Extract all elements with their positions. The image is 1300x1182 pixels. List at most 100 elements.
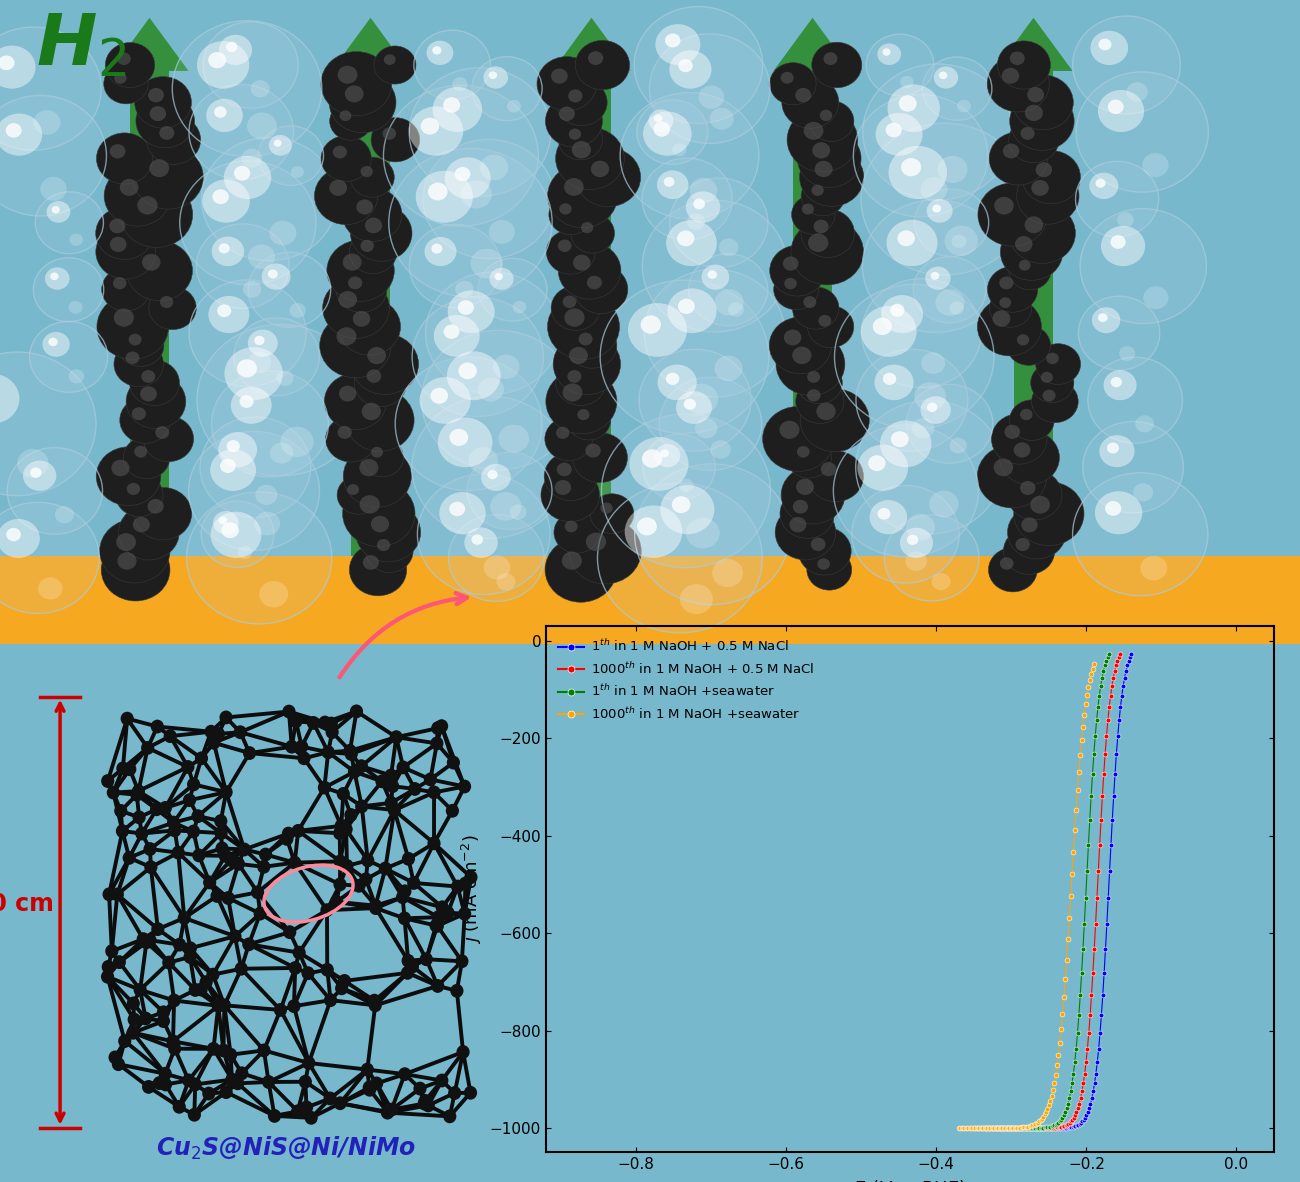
Circle shape (225, 853, 238, 868)
Circle shape (677, 299, 694, 314)
Circle shape (458, 780, 471, 793)
Circle shape (546, 229, 595, 274)
Circle shape (355, 759, 368, 773)
Circle shape (438, 417, 493, 467)
Circle shape (571, 214, 615, 253)
Circle shape (774, 269, 819, 310)
Circle shape (396, 760, 410, 774)
Circle shape (776, 333, 845, 396)
Circle shape (234, 318, 320, 396)
Circle shape (173, 20, 322, 157)
Circle shape (290, 303, 305, 318)
Circle shape (105, 944, 118, 959)
Circle shape (234, 165, 251, 181)
Circle shape (282, 826, 295, 840)
Circle shape (1079, 297, 1160, 370)
Circle shape (281, 832, 294, 846)
Circle shape (507, 99, 521, 112)
Circle shape (906, 384, 993, 463)
Circle shape (142, 370, 155, 383)
Circle shape (1110, 377, 1122, 388)
Circle shape (413, 31, 490, 99)
Circle shape (202, 137, 337, 261)
Circle shape (654, 122, 670, 137)
Circle shape (69, 234, 83, 246)
Circle shape (1101, 226, 1145, 266)
Circle shape (116, 533, 136, 551)
Circle shape (1010, 92, 1074, 150)
Circle shape (798, 527, 852, 576)
Circle shape (920, 177, 948, 202)
Circle shape (430, 736, 443, 751)
Circle shape (118, 505, 179, 560)
Circle shape (1046, 352, 1058, 364)
Circle shape (384, 54, 395, 65)
Circle shape (659, 377, 762, 470)
Circle shape (166, 1034, 179, 1048)
Circle shape (900, 527, 933, 558)
Circle shape (183, 793, 196, 807)
Circle shape (101, 960, 114, 974)
Circle shape (555, 480, 571, 495)
Circle shape (398, 884, 412, 898)
Circle shape (214, 826, 227, 840)
Circle shape (428, 837, 441, 850)
Circle shape (494, 273, 503, 280)
Circle shape (510, 505, 526, 520)
Circle shape (136, 95, 195, 148)
Circle shape (173, 1100, 186, 1113)
Circle shape (365, 530, 413, 572)
Circle shape (200, 417, 311, 518)
Circle shape (351, 206, 412, 261)
Circle shape (1014, 442, 1031, 457)
Circle shape (728, 303, 744, 317)
Circle shape (338, 426, 352, 439)
Circle shape (568, 90, 582, 103)
Circle shape (551, 69, 568, 84)
Circle shape (655, 24, 701, 65)
Circle shape (0, 46, 35, 89)
Circle shape (448, 1086, 461, 1100)
Circle shape (1100, 435, 1135, 467)
Circle shape (218, 999, 231, 1012)
Circle shape (1006, 325, 1050, 365)
Circle shape (350, 704, 363, 719)
Circle shape (567, 323, 616, 368)
Circle shape (101, 539, 170, 600)
Circle shape (620, 92, 759, 219)
Circle shape (649, 110, 673, 132)
Circle shape (229, 929, 242, 943)
Circle shape (112, 1057, 125, 1071)
Circle shape (334, 1097, 347, 1110)
Circle shape (1024, 216, 1043, 233)
Circle shape (797, 446, 810, 457)
Circle shape (183, 950, 196, 963)
Circle shape (433, 46, 442, 54)
X-axis label: E ($\it{V}$ vs.RHE): E ($\it{V}$ vs.RHE) (854, 1178, 966, 1182)
Circle shape (333, 877, 347, 891)
Circle shape (628, 303, 686, 357)
Circle shape (1017, 168, 1079, 225)
Circle shape (1143, 154, 1169, 177)
Circle shape (432, 979, 445, 993)
Circle shape (350, 544, 407, 596)
Circle shape (299, 1074, 312, 1089)
Circle shape (797, 362, 842, 404)
Circle shape (109, 144, 125, 158)
Circle shape (338, 291, 358, 309)
Circle shape (203, 1086, 216, 1100)
Circle shape (937, 156, 967, 183)
Circle shape (214, 106, 226, 118)
Circle shape (370, 1077, 383, 1090)
Circle shape (1031, 180, 1049, 196)
Circle shape (294, 1105, 307, 1119)
Circle shape (182, 1073, 195, 1087)
Circle shape (96, 132, 152, 184)
Circle shape (978, 444, 1046, 508)
Circle shape (151, 720, 164, 734)
Circle shape (173, 937, 186, 952)
Circle shape (672, 496, 690, 513)
Circle shape (770, 317, 832, 374)
Circle shape (408, 782, 421, 795)
Circle shape (1020, 409, 1032, 420)
